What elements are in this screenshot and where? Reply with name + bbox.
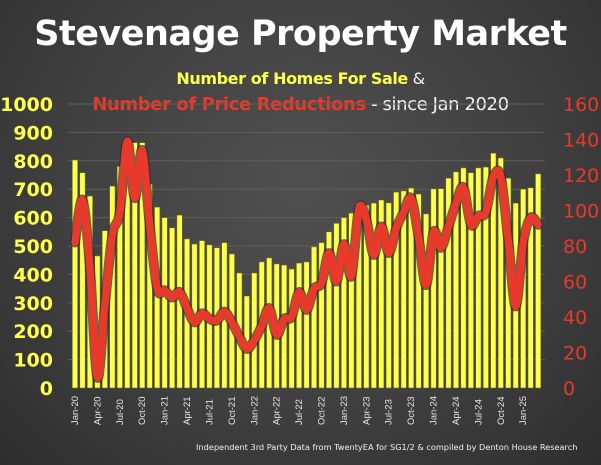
right-tick-label: 60	[563, 272, 587, 294]
bar	[467, 172, 474, 389]
bar	[311, 246, 318, 389]
x-tick-label: Apr-22	[272, 396, 283, 425]
bar	[370, 202, 377, 389]
left-tick-label: 200	[13, 321, 53, 343]
price-reductions-line	[71, 137, 542, 382]
x-tick-label: Jul-20	[115, 399, 126, 425]
bar	[139, 142, 146, 389]
bar	[430, 188, 437, 389]
bar	[131, 142, 138, 389]
bar	[72, 159, 79, 389]
bar	[423, 213, 430, 389]
bar	[340, 217, 347, 389]
source-footer: Independent 3rd Party Data from TwentyEA…	[196, 442, 578, 452]
bar	[438, 188, 445, 389]
left-axis-ticks: 0 100 200 300 400 500 600 700 800 900 1000	[0, 94, 53, 400]
bar	[296, 262, 303, 389]
left-tick-label: 900	[13, 122, 53, 144]
left-tick-label: 300	[13, 293, 53, 315]
left-tick-label: 800	[13, 151, 53, 173]
right-axis-ticks: 0 20 40 60 80 100 120 140 160	[563, 94, 599, 400]
right-tick-label: 80	[563, 236, 587, 258]
bar	[393, 191, 400, 389]
bar	[408, 187, 415, 389]
chart-title: Stevenage Property Market	[34, 14, 567, 54]
x-tick-label: Jul-21	[204, 399, 215, 425]
x-tick-label: Oct-23	[406, 396, 417, 425]
right-tick-label: 120	[563, 165, 599, 187]
left-tick-label: 1000	[0, 94, 53, 116]
x-tick-label: Jul-23	[384, 399, 395, 425]
bar	[79, 172, 86, 389]
bar	[475, 167, 482, 389]
line-series-price-reductions	[70, 136, 544, 383]
right-tick-label: 0	[563, 378, 575, 400]
bar	[303, 261, 310, 389]
bar	[460, 167, 467, 389]
bar	[288, 268, 295, 389]
bar	[535, 173, 542, 389]
right-tick-label: 20	[563, 343, 587, 365]
bar	[452, 171, 459, 389]
x-tick-label: Jan-23	[339, 396, 350, 425]
x-tick-label: Jul-24	[473, 399, 484, 425]
bar	[482, 166, 489, 389]
bar	[348, 212, 355, 389]
subtitle-line-1: Number of Homes For Sale &	[0, 69, 601, 88]
bar	[325, 231, 332, 389]
right-tick-label: 140	[563, 130, 599, 152]
x-tick-label: Apr-21	[182, 396, 193, 425]
bar	[333, 222, 340, 389]
subtitle-homes-for-sale: Number of Homes For Sale	[176, 69, 408, 88]
x-tick-label: Oct-20	[137, 396, 148, 425]
bar	[527, 187, 534, 389]
x-tick-label: Oct-24	[496, 396, 507, 425]
left-tick-label: 400	[13, 264, 53, 286]
x-tick-label: Oct-22	[317, 396, 328, 425]
x-tick-label: Jan-24	[429, 396, 440, 425]
bar	[378, 199, 385, 389]
bar	[400, 190, 407, 389]
bar	[169, 227, 176, 389]
x-tick-label: Jan-20	[70, 396, 81, 425]
subtitle-ampersand: &	[407, 69, 425, 88]
x-axis-ticks: Jan-20 Apr-20 Jul-20 Oct-20 Jan-21 Apr-21 Jul-…	[70, 396, 529, 425]
left-tick-label: 500	[13, 236, 53, 258]
bar	[161, 217, 168, 389]
x-tick-label: Apr-24	[451, 396, 462, 425]
x-tick-label: Jan-21	[160, 396, 171, 425]
right-tick-label: 160	[563, 94, 599, 116]
left-tick-label: 100	[13, 350, 53, 372]
x-tick-label: Oct-21	[227, 396, 238, 425]
bar	[445, 177, 452, 389]
x-tick-label: Apr-23	[361, 396, 372, 425]
bar	[318, 242, 325, 389]
right-tick-label: 40	[563, 307, 587, 329]
left-tick-label: 0	[40, 378, 53, 400]
bar	[385, 202, 392, 389]
x-tick-label: Jul-22	[294, 399, 305, 425]
bar	[490, 152, 497, 389]
left-tick-label: 700	[13, 179, 53, 201]
x-tick-label: Apr-20	[92, 396, 103, 425]
left-tick-label: 600	[13, 208, 53, 230]
bar	[497, 157, 504, 389]
x-tick-label: Jan-25	[518, 396, 529, 425]
right-tick-label: 100	[563, 201, 599, 223]
bar	[415, 193, 422, 389]
x-tick-label: Jan-22	[249, 396, 260, 425]
